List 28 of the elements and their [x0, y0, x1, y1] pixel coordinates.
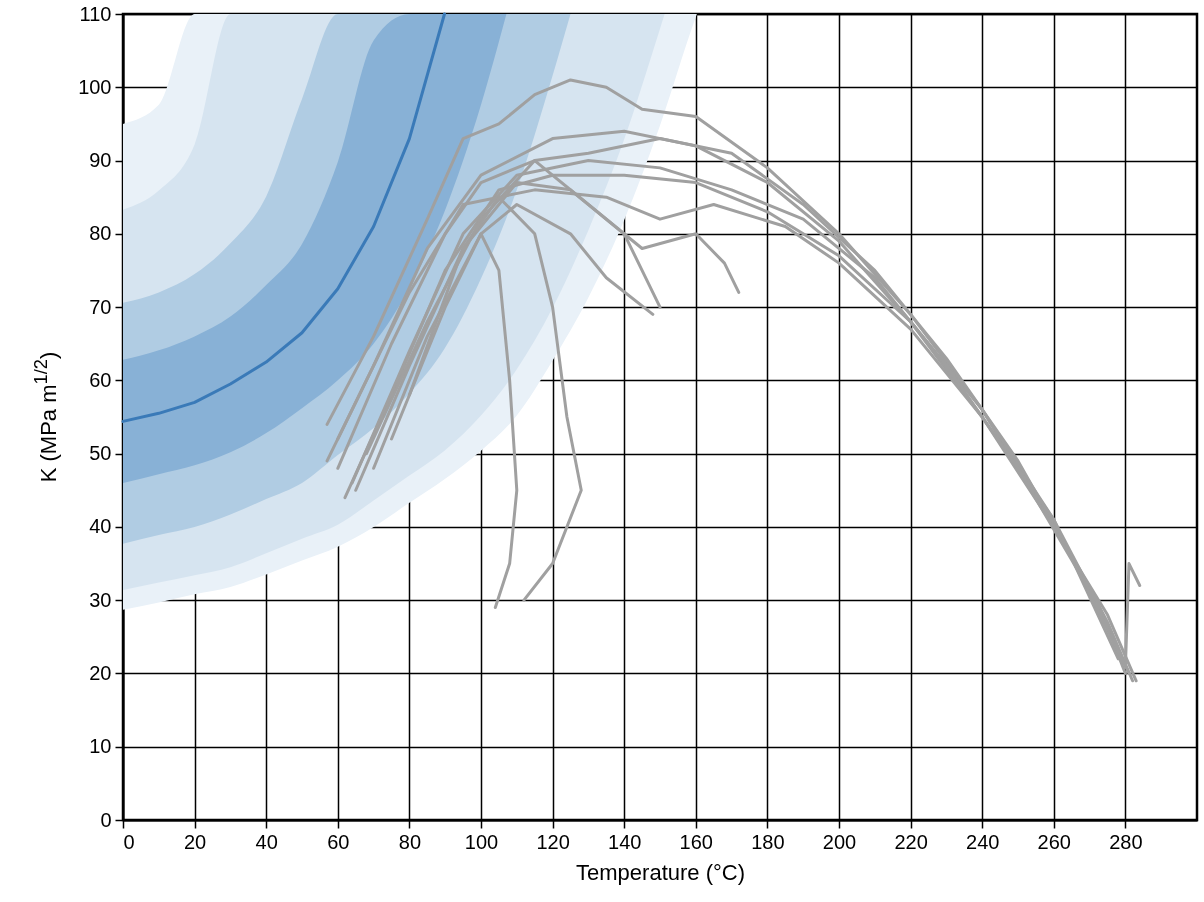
y-tick-label: 10 [89, 735, 112, 758]
x-tick-label: 240 [966, 830, 1000, 853]
y-tick-label: 80 [89, 222, 112, 245]
x-tick-label: 280 [1109, 830, 1143, 853]
y-tick-label: 0 [100, 808, 112, 831]
x-tick-label: 140 [608, 830, 642, 853]
x-tick-label: 60 [327, 830, 350, 853]
x-tick-label: 180 [751, 830, 785, 853]
x-tick-label: 40 [255, 830, 278, 853]
y-tick-label: 70 [89, 295, 112, 318]
y-tick-label: 40 [89, 515, 112, 538]
y-tick-label: 110 [79, 2, 112, 25]
x-tick-label: 80 [398, 830, 422, 853]
y-tick-label: 60 [89, 368, 112, 391]
y-tick-label: 30 [89, 588, 112, 611]
x-tick-label: 200 [822, 830, 857, 853]
y-tick-label: 50 [89, 442, 112, 465]
x-tick-label: 120 [536, 830, 570, 853]
x-axis-title: Temperature (°C) [576, 859, 745, 885]
y-tick-label: 90 [89, 149, 112, 172]
y-tick-label: 20 [89, 661, 112, 684]
x-tick-label: 0 [123, 830, 135, 853]
x-tick-label: 100 [464, 830, 499, 853]
x-tick-label: 220 [894, 830, 928, 853]
y-tick-label: 100 [78, 75, 112, 98]
x-tick-label: 160 [679, 830, 713, 853]
x-tick-label: 20 [183, 830, 207, 853]
x-tick-label: 260 [1037, 830, 1071, 853]
